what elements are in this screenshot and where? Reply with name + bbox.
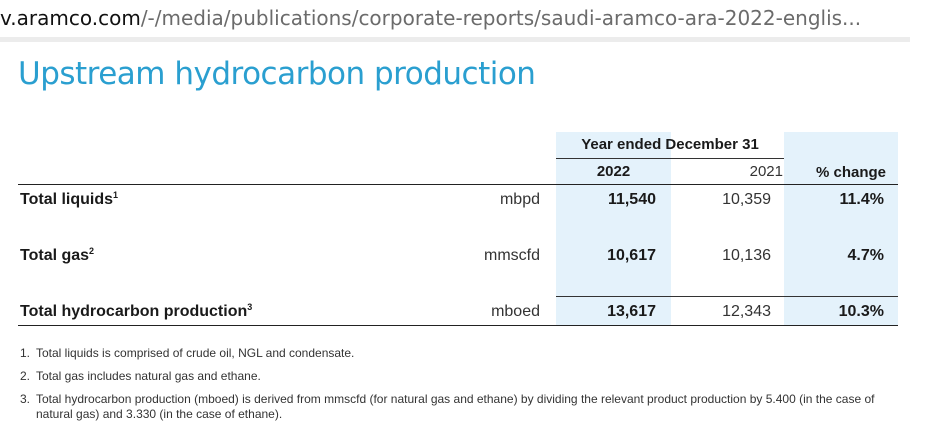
footnote: 2. Total gas includes natural gas and eth… bbox=[20, 369, 261, 383]
column-header-2022: 2022 bbox=[596, 163, 631, 180]
row-value-2022: 11,540 bbox=[607, 191, 656, 208]
table-row: Total liquids1 mbpd 11,540 10,359 11.4% bbox=[0, 190, 929, 213]
row-value-change: 10.3% bbox=[838, 303, 884, 320]
table-row: Total gas2 mmscfd 10,617 10,136 4.7% bbox=[0, 246, 929, 269]
total-rule bbox=[556, 296, 898, 297]
row-value-2022: 10,617 bbox=[607, 247, 656, 264]
row-unit: mbpd bbox=[499, 191, 540, 208]
footnotes: 1. Total liquids is comprised of crude oi… bbox=[20, 346, 900, 430]
column-header-2021: 2021 bbox=[749, 163, 783, 180]
table-header-rule bbox=[18, 184, 898, 185]
column-header-change: % change bbox=[815, 164, 886, 181]
table-bottom-rule bbox=[18, 325, 898, 326]
table-row: Total hydrocarbon production3 mboed 13,6… bbox=[0, 302, 929, 325]
row-value-2021: 10,359 bbox=[722, 191, 771, 208]
row-value-change: 11.4% bbox=[839, 191, 884, 208]
url-path: /-/media/publications/corporate-reports/… bbox=[140, 6, 862, 30]
highlight-column-change bbox=[784, 132, 898, 326]
row-value-2021: 12,343 bbox=[722, 303, 771, 320]
url-domain: v.aramco.com bbox=[0, 6, 141, 30]
footnote: 1. Total liquids is comprised of crude oi… bbox=[20, 346, 355, 360]
row-value-change: 4.7% bbox=[847, 247, 884, 264]
highlight-column-2022 bbox=[556, 132, 671, 326]
row-unit: mboed bbox=[491, 303, 540, 320]
row-label: Total gas2 bbox=[20, 246, 95, 264]
row-label: Total hydrocarbon production3 bbox=[20, 302, 253, 320]
page-title: Upstream hydrocarbon production bbox=[18, 56, 536, 92]
address-bar[interactable]: v.aramco.com/-/media/publications/corpor… bbox=[0, 0, 929, 36]
group-header-rule bbox=[556, 158, 784, 159]
row-value-2021: 10,136 bbox=[722, 247, 771, 264]
address-bar-divider bbox=[0, 37, 910, 42]
table-group-header: Year ended December 31 bbox=[581, 136, 759, 153]
row-unit: mmscfd bbox=[484, 247, 540, 264]
row-label: Total liquids1 bbox=[20, 190, 119, 208]
row-value-2022: 13,617 bbox=[607, 303, 656, 320]
footnote: 3. Total hydrocarbon production (mboed) i… bbox=[20, 392, 875, 421]
